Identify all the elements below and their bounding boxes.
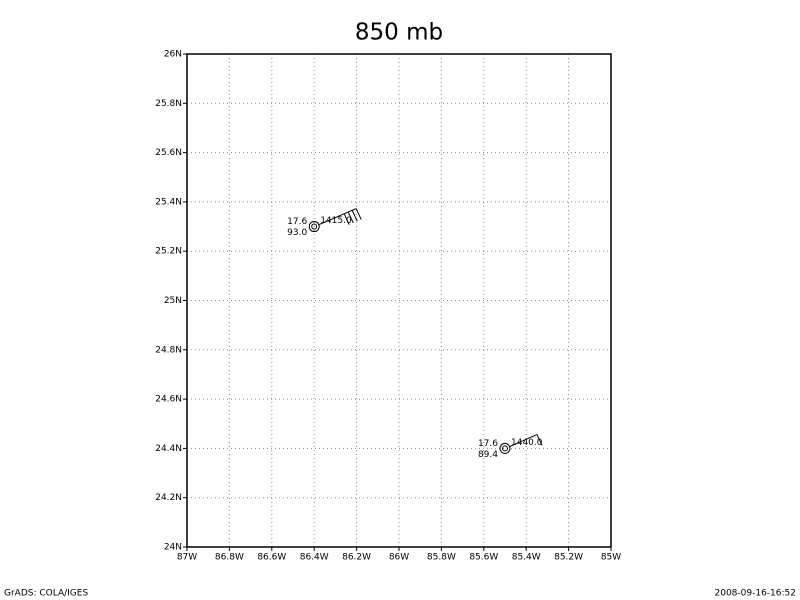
y-tick-label: 25.4N (155, 197, 182, 207)
station-marker (308, 221, 320, 233)
wind-barb-staff (509, 433, 538, 447)
x-tick-label: 85.4W (512, 553, 541, 563)
x-tick-label: 85.2W (554, 553, 583, 563)
footer-right: 2008-09-16-16:52 (715, 589, 797, 599)
y-tick-label: 25N (164, 296, 182, 306)
x-tick-label: 85.8W (427, 553, 456, 563)
x-tick-label: 86.6W (257, 553, 286, 563)
wind-barb (347, 211, 354, 224)
station-temperature: 17.6 (287, 217, 307, 227)
wind-barb-staff (319, 208, 357, 226)
wind-barb (536, 434, 543, 446)
station-humidity: 93.0 (287, 228, 307, 238)
wind-barb (351, 210, 358, 222)
y-tick-label: 24.4N (155, 444, 182, 454)
y-tick-label: 24N (164, 543, 182, 553)
station-height: 1440.0 (511, 438, 543, 448)
station-marker-inner (502, 445, 508, 452)
station-humidity: 89.4 (478, 450, 498, 460)
wind-barb (355, 208, 362, 220)
x-tick-label: 86.8W (215, 553, 244, 563)
footer-left: GrADS: COLA/IGES (4, 589, 88, 599)
y-tick-label: 25.6N (155, 148, 182, 158)
y-tick-label: 24.6N (155, 395, 182, 405)
y-tick-label: 25.8N (155, 99, 182, 109)
station-height: 1415.0 (320, 216, 352, 226)
x-tick-label: 85W (601, 553, 621, 563)
y-tick-label: 26N (164, 50, 182, 60)
station-marker (499, 442, 511, 454)
x-tick-label: 85.6W (469, 553, 498, 563)
y-tick-label: 24.8N (155, 345, 182, 355)
x-tick-label: 87W (177, 553, 197, 563)
wind-barb (343, 213, 350, 225)
x-tick-label: 86.4W (300, 553, 329, 563)
x-tick-label: 86W (389, 553, 409, 563)
station-marker-inner (311, 223, 318, 230)
x-tick-label: 86.2W (342, 553, 371, 563)
station-temperature: 17.6 (478, 439, 498, 449)
y-tick-label: 25.2N (155, 247, 182, 257)
plot-frame (186, 53, 612, 548)
y-tick-label: 24.2N (155, 493, 182, 503)
title: 850 mb (355, 20, 443, 46)
